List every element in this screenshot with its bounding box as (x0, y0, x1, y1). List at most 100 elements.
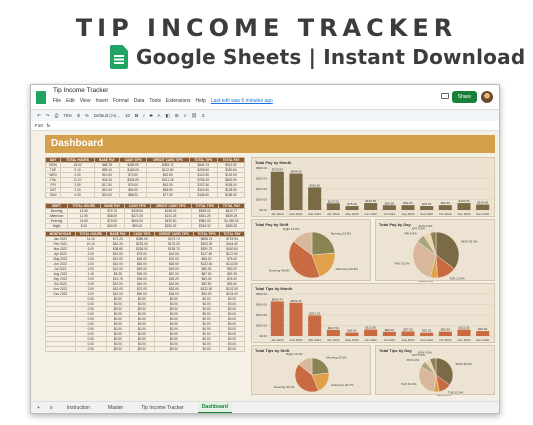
share-button[interactable]: Share (451, 91, 477, 103)
table-cell[interactable]: $255.32 (149, 223, 192, 229)
slice-label: Morning 23.6% (331, 231, 352, 235)
table-row: WED 2.00 $10.00 $70.00 $52.50 $122.50 $132.50 (44, 172, 246, 178)
currency-icon[interactable]: $ (77, 113, 80, 118)
data-label: $75.00 (347, 202, 357, 206)
font-size-select[interactable]: 10 (124, 113, 130, 118)
bar (289, 302, 303, 336)
menu-file[interactable]: File (53, 98, 62, 104)
font-select[interactable]: Default (Ari... (93, 113, 120, 118)
table-cell[interactable] (45, 346, 76, 352)
undo-icon[interactable]: ↶ (37, 112, 41, 118)
table-cell[interactable]: $185.50 (216, 192, 246, 198)
toolbar: ↶ ↷ ⎙ 75% $ % Default (Ari... 10 B I S A… (31, 109, 499, 121)
print-icon[interactable]: ⎙ (54, 113, 59, 118)
table-cell[interactable]: 0.00 (74, 346, 107, 352)
bar (420, 332, 434, 336)
table-cell[interactable]: $40.00 (99, 223, 125, 229)
table-cell[interactable]: $0.00 (129, 346, 155, 352)
table-cell[interactable]: SUN (44, 192, 62, 198)
bold-icon[interactable]: B (135, 113, 139, 118)
fill-color-icon[interactable]: ◧ (165, 112, 170, 118)
tab-master[interactable]: Master (107, 404, 124, 411)
link-icon[interactable]: ⛓ (191, 112, 197, 118)
table-cell[interactable]: $20.00 (93, 192, 121, 198)
shift-summary-table: SHIFT TOTAL HOURS BASE PAY CASH TIPS CREDIT … (44, 203, 246, 229)
functions-icon[interactable]: Σ (201, 113, 205, 118)
x-tick-label: Jul 2022 (384, 338, 396, 342)
table-cell[interactable]: $0.00 (192, 346, 221, 352)
menu-view[interactable]: View (79, 98, 91, 104)
slice-label: Afternoon 20.7% (331, 383, 354, 387)
menu-tools[interactable]: Tools (149, 98, 162, 104)
bar (326, 203, 340, 210)
table-cell[interactable]: 8.20 (67, 223, 101, 229)
all-sheets-icon[interactable]: ≡ (49, 404, 53, 411)
comment-icon[interactable] (441, 93, 449, 99)
slice-label: Evening 40.6% (269, 269, 290, 273)
data-label: $63.25 (422, 329, 432, 333)
chart-total-pay-by-day[interactable]: Total Pay by Day MON 35.3% TUE 13.6% WED 5… (375, 219, 495, 284)
menu-help[interactable]: Help (195, 98, 206, 104)
menu-insert[interactable]: Insert (95, 98, 108, 104)
data-label: $80.00 (385, 328, 395, 332)
bar (382, 205, 396, 210)
menu-bar: File Edit View Insert Format Data Tools … (53, 98, 273, 104)
chart-total-tips-by-day[interactable]: Total Tips by Day MON 35.0% TUE 12.0% WED … (375, 345, 495, 398)
x-tick-label: May 2022 (345, 212, 359, 216)
menu-format[interactable]: Format (112, 98, 129, 104)
add-sheet-icon[interactable]: + (37, 404, 40, 411)
table-cell[interactable]: $385.32 (217, 223, 246, 229)
table-cell[interactable]: $0.00 (153, 346, 194, 352)
strikethrough-icon[interactable]: S (149, 113, 153, 118)
data-label: $694.50 (291, 170, 302, 174)
menu-edit[interactable]: Edit (66, 98, 75, 104)
chart-title: Total Tips by Shift (255, 348, 290, 353)
table-row: Nov 2022 2.00 $10.00 $70.00 $52.50 $122.50 $13… (45, 286, 245, 292)
table-cell[interactable]: 4.00 (60, 192, 95, 198)
align-icon[interactable]: ≡ (183, 113, 187, 118)
table-cell[interactable]: $88.00 (119, 192, 147, 198)
text-color-icon[interactable]: A (157, 113, 161, 118)
spreadsheet-window: Tip Income Tracker File Edit View Insert… (30, 84, 500, 414)
data-label: $92.50 (441, 201, 451, 205)
chart-total-pay-by-month[interactable]: Total Pay by Month $0.00 $200.00 $400.00 $6… (251, 157, 495, 217)
table-cell[interactable]: $0.00 (219, 346, 245, 352)
avatar[interactable] (481, 91, 493, 103)
table-cell[interactable]: $77.50 (146, 192, 190, 198)
tab-instruction[interactable]: Instruction (66, 404, 90, 411)
cell-reference[interactable]: F10 (35, 123, 43, 128)
tab-dashboard[interactable]: Dashboard (197, 402, 232, 413)
bar (270, 171, 284, 210)
menu-data[interactable]: Data (133, 98, 145, 104)
data-label: $82.50 (441, 328, 451, 332)
zoom-select[interactable]: 75% (63, 113, 73, 118)
slice-label: Night 14.2% (286, 352, 303, 356)
table-row: 0.00 $0.00 $0.00 $0.00 $0.00 $0.00 (45, 311, 245, 317)
table-cell[interactable]: $90.00 (123, 223, 151, 229)
table-cell[interactable]: $345.32 (190, 223, 219, 229)
slice-label: TUE 13.6% (449, 277, 465, 281)
tab-tip-income-tracker[interactable]: Tip Income Tracker (141, 404, 184, 411)
table-cell[interactable]: $0.00 (105, 346, 131, 352)
menu-extensions[interactable]: Extensions (166, 98, 191, 104)
x-tick-label: Nov 2022 (458, 338, 471, 342)
total-tips-by-month-chart: $0.00 $200.00 $400.00 $600.00 $800.00 $658.74… (256, 292, 492, 342)
slice-label: Afternoon 20.9% (336, 267, 359, 271)
percent-icon[interactable]: % (84, 113, 89, 118)
chart-total-tips-by-shift[interactable]: Total Tips by Shift Morning 23.0% Afterno… (251, 345, 371, 395)
bar (382, 331, 396, 336)
borders-icon[interactable]: ⊞ (174, 112, 179, 118)
x-tick-label: Sep 2022 (420, 338, 433, 342)
sheets-doc-icon[interactable] (36, 90, 46, 104)
total-pay-by-day-chart: MON 35.3% TUE 13.6% WED 5.1% THU 31.0% FRI 6… (394, 224, 478, 284)
redo-icon[interactable]: ↷ (45, 112, 50, 118)
data-label: $122.50 (365, 326, 376, 330)
table-cell[interactable]: Night (44, 223, 69, 229)
document-title[interactable]: Tip Income Tracker (53, 87, 109, 94)
italic-icon[interactable]: I (143, 113, 145, 118)
last-edit-link[interactable]: Last edit was 6 minutes ago (210, 98, 273, 104)
table-cell[interactable]: $165.50 (188, 192, 218, 198)
chart-total-pay-by-shift[interactable]: Total Pay by Shift Morning 23.6% Afternoo… (251, 219, 371, 281)
x-tick-label: Mar 2022 (308, 338, 321, 342)
chart-total-tips-by-month[interactable]: Total Tips by Month $0.00 $200.00 $400.00 $… (251, 283, 495, 343)
